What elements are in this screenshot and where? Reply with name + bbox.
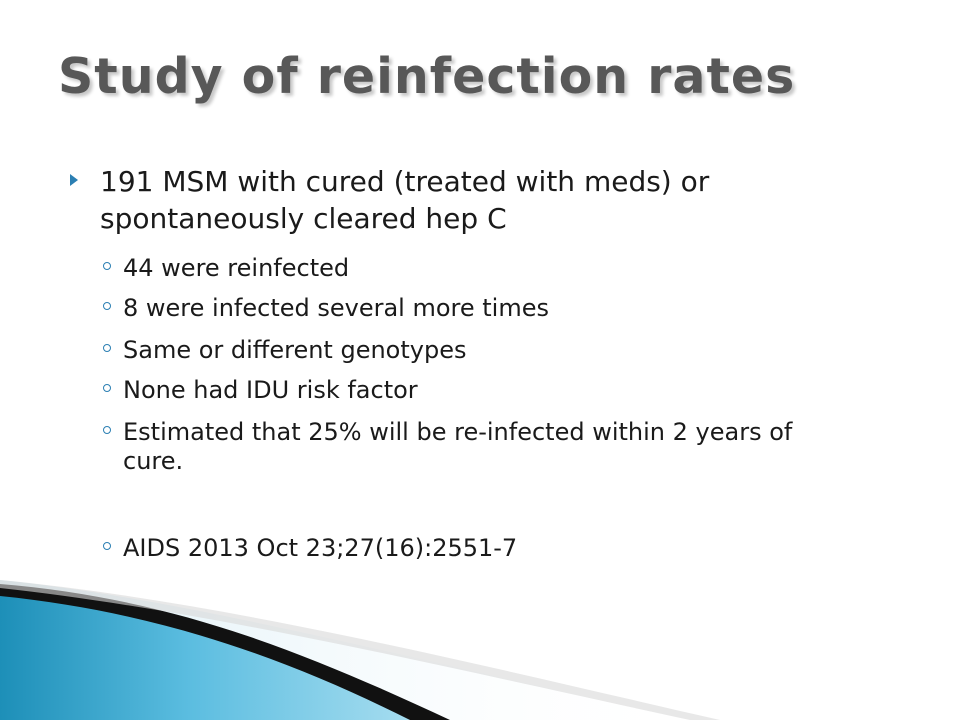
sub-bullet-text: AIDS 2013 Oct 23;27(16):2551-7 <box>123 534 518 562</box>
sub-bullet-text: Estimated that 25% will be re-infected w… <box>123 418 793 475</box>
decorative-swoosh <box>0 580 720 720</box>
sub-bullet-text: None had IDU risk factor <box>123 376 418 404</box>
ring-bullet-icon <box>103 344 111 352</box>
swoosh-blue <box>0 588 420 720</box>
sub-bullet-text: Same or different genotypes <box>123 336 467 364</box>
swoosh-dark <box>0 584 450 720</box>
ring-bullet-icon <box>103 262 111 270</box>
ring-bullet-icon <box>103 542 111 550</box>
triangle-bullet-icon <box>70 174 78 186</box>
ring-bullet-icon <box>103 384 111 392</box>
slide-title: Study of reinfection rates <box>58 48 796 105</box>
sub-bullet-text: 44 were reinfected <box>123 254 350 282</box>
sub-bullet-text: 8 were infected several more times <box>123 294 549 322</box>
ring-bullet-icon <box>103 426 111 434</box>
swoosh-grey <box>0 580 720 720</box>
main-bullet: 191 MSM with cured (treated with meds) o… <box>100 165 710 235</box>
ring-bullet-icon <box>103 302 111 310</box>
